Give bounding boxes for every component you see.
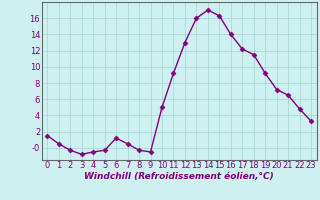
X-axis label: Windchill (Refroidissement éolien,°C): Windchill (Refroidissement éolien,°C) [84,172,274,181]
